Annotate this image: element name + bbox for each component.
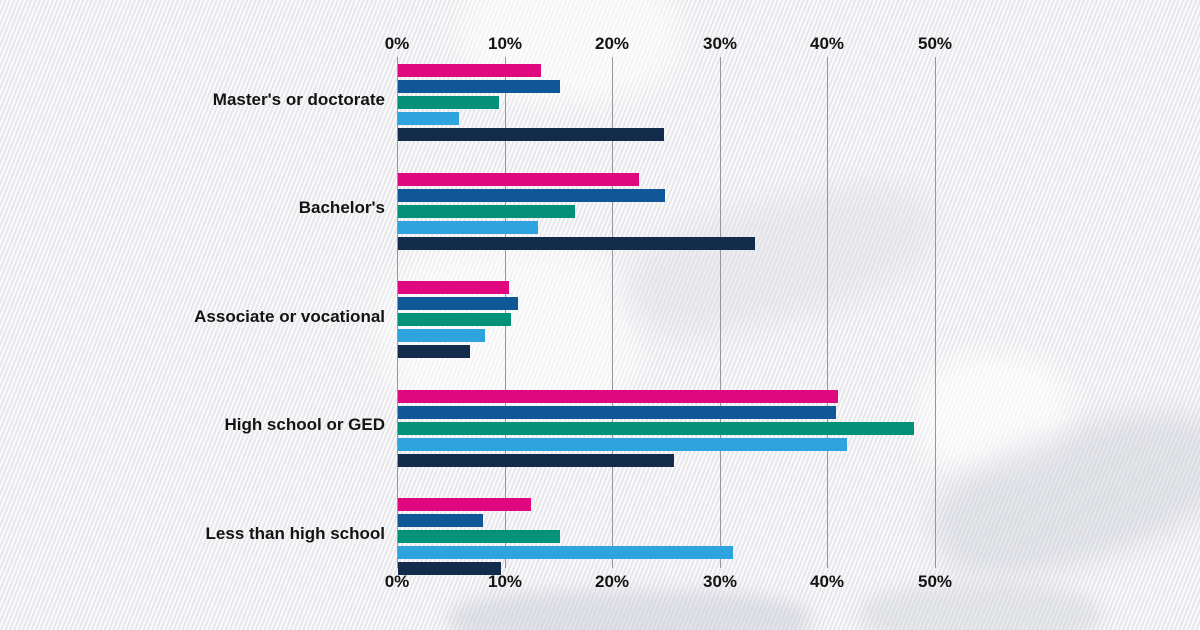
bar-series-green (398, 530, 561, 543)
gridline (397, 57, 398, 568)
x-tick-label-bottom: 10% (487, 572, 523, 591)
bar-series-magenta (398, 64, 541, 77)
bar-series-dark-blue (398, 80, 561, 93)
bar-series-magenta (398, 498, 532, 511)
gridline (935, 57, 936, 568)
bar-series-navy (398, 454, 675, 467)
bar-series-dark-blue (398, 297, 519, 310)
bar-series-cyan (398, 329, 486, 342)
bar-series-magenta (398, 173, 639, 186)
x-tick-label-top: 20% (594, 34, 630, 53)
gridline (612, 57, 613, 568)
bar-series-dark-blue (398, 406, 836, 419)
bar-series-navy (398, 237, 755, 250)
background-blob (860, 585, 1100, 630)
bar-series-dark-blue (398, 189, 665, 202)
bar-series-cyan (398, 112, 460, 125)
gridline (827, 57, 828, 568)
bar-series-green (398, 313, 511, 326)
x-tick-label-bottom: 20% (594, 572, 630, 591)
gridline (505, 57, 506, 568)
category-label: Master's or doctorate (212, 90, 385, 109)
x-tick-label-bottom: 40% (809, 572, 845, 591)
bar-series-cyan (398, 221, 538, 234)
bar-series-magenta (398, 390, 838, 403)
bar-series-cyan (398, 546, 734, 559)
x-tick-label-bottom: 30% (702, 572, 738, 591)
x-tick-label-top: 10% (487, 34, 523, 53)
background-blob (920, 355, 1070, 475)
category-label: Bachelor's (298, 198, 385, 217)
bar-series-cyan (398, 438, 848, 451)
category-label: High school or GED (224, 415, 385, 434)
bar-series-green (398, 205, 576, 218)
bar-series-navy (398, 128, 664, 141)
plot-area: 0% 0% 10% 10% 20% 20% 30% 30% 40% 40% 50% 50% (385, 34, 952, 591)
category-label: Associate or vocational (194, 307, 385, 326)
background-blob (450, 590, 810, 630)
gridline (720, 57, 721, 568)
x-tick-label-top: 30% (702, 34, 738, 53)
x-tick-label-bottom: 0% (384, 572, 410, 591)
bar-series-green (398, 96, 499, 109)
bar-series-dark-blue (398, 514, 483, 527)
bar-series-magenta (398, 281, 509, 294)
bar-series-navy (398, 345, 470, 358)
x-tick-label-top: 40% (809, 34, 845, 53)
bar-series-green (398, 422, 914, 435)
x-tick-label-bottom: 50% (917, 572, 953, 591)
x-tick-label-top: 0% (384, 34, 410, 53)
x-tick-label-top: 50% (917, 34, 953, 53)
bar-series-navy (398, 562, 502, 575)
category-label: Less than high school (205, 524, 385, 543)
